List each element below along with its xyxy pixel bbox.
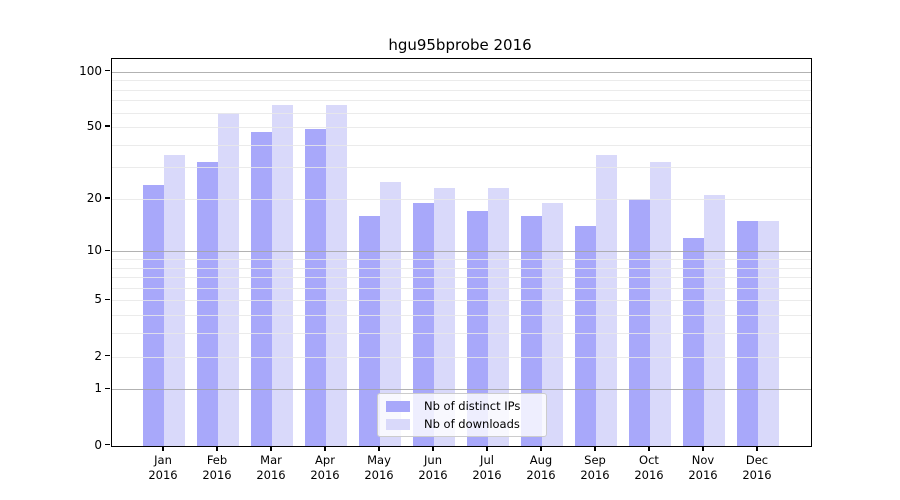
gridline-minor [111,127,811,128]
y-tick-label: 10 [86,243,102,258]
x-tick-mark [378,446,380,451]
bar-aug-distinct-ips [521,216,542,446]
legend-swatch-distinct-ips [386,400,410,412]
gridline-minor [111,80,811,82]
y-tick-mark [105,298,110,301]
bar-jul-downloads [488,188,509,446]
x-tick-label-apr: Apr 2016 [310,453,340,482]
x-tick-mark [162,446,164,451]
x-tick-label-mar: Mar 2016 [256,453,286,482]
bar-may-downloads [380,181,401,446]
bar-oct-downloads [650,162,671,446]
y-tick-label: 2 [94,348,102,363]
x-tick-label-dec: Dec 2016 [742,453,772,482]
y-tick-label: 50 [86,119,102,133]
x-tick-mark [486,446,488,451]
bar-apr-distinct-ips [305,128,326,446]
y-tick-mark [105,443,110,446]
chart-title: hgu95bprobe 2016 [388,36,532,54]
x-tick-label-oct: Oct 2016 [634,453,664,482]
y-tick-label: 1 [94,381,102,396]
x-tick-label-may: May 2016 [364,453,394,482]
gridline-minor [111,144,811,146]
x-tick-mark [756,446,758,451]
x-tick-label-jul: Jul 2016 [472,453,502,482]
x-tick-label-jan: Jan 2016 [148,453,178,482]
legend-entry-distinct-ips: Nb of distinct IPs [386,399,540,413]
x-tick-label-feb: Feb 2016 [202,453,232,482]
x-tick-mark [594,446,596,451]
gridline-minor [111,356,811,358]
y-tick-mark [105,125,110,127]
y-tick-mark [105,249,110,251]
x-tick-mark [270,446,272,451]
bar-jun-downloads [434,188,455,446]
bar-mar-downloads [272,104,293,446]
y-tick-mark [105,197,110,199]
legend-entry-downloads: Nb of downloads [386,417,540,431]
bar-feb-distinct-ips [197,162,218,446]
legend-label-distinct-ips: Nb of distinct IPs [424,399,521,413]
gridline-major [111,71,811,73]
gridline-minor [111,89,811,91]
x-tick-label-nov: Nov 2016 [688,453,718,482]
y-tick-mark [105,354,110,357]
gridline-minor [111,267,811,269]
x-tick-mark [324,446,326,451]
gridline-major [111,389,811,391]
gridline-minor [111,315,811,317]
legend-label-downloads: Nb of downloads [424,417,520,431]
x-tick-label-jun: Jun 2016 [418,453,448,482]
gridline-minor [111,112,811,114]
plot-area [110,58,812,447]
bar-apr-downloads [326,104,347,446]
x-tick-mark [216,446,218,451]
y-tick-label: 5 [94,292,102,307]
gridline-minor [111,277,811,279]
x-tick-label-sep: Sep 2016 [580,453,610,482]
bar-jul-distinct-ips [467,211,488,446]
y-tick-label: 20 [86,190,102,205]
gridline-minor [111,259,811,260]
bar-may-distinct-ips [359,216,380,446]
bar-aug-downloads [542,202,563,446]
y-tick-mark [105,70,110,72]
bar-oct-distinct-ips [629,198,650,446]
x-tick-mark [648,446,650,451]
bar-feb-downloads [218,112,239,446]
bar-jan-downloads [164,155,185,446]
gridline-minor [111,300,811,302]
legend: Nb of distinct IPs Nb of downloads [377,393,547,437]
y-tick-label: 100 [79,63,102,78]
bar-sep-distinct-ips [575,226,596,446]
gridline-minor [111,167,811,169]
bar-jun-distinct-ips [413,202,434,446]
y-tick-mark [105,387,110,390]
bar-nov-downloads [704,195,725,446]
x-tick-mark [540,446,542,451]
gridline-minor [111,287,811,289]
x-tick-mark [432,446,434,451]
gridline-minor [111,198,811,200]
gridline-minor [111,333,811,335]
bar-sep-downloads [596,155,617,446]
gridline-major [111,251,811,253]
gridline-minor [111,100,811,102]
bar-nov-distinct-ips [683,237,704,446]
x-tick-label-aug: Aug 2016 [526,453,556,482]
x-tick-mark [702,446,704,451]
legend-swatch-downloads [386,418,410,430]
y-tick-label: 0 [94,437,102,452]
